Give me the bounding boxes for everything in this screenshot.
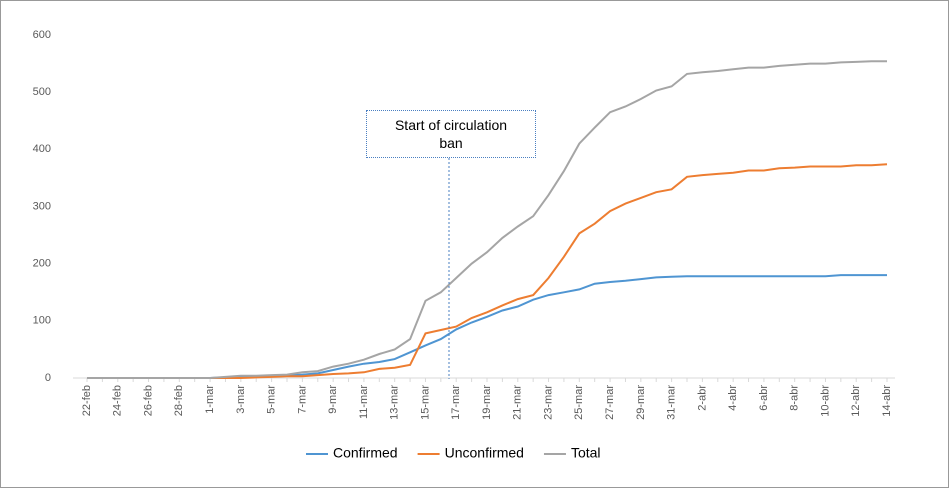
x-tick-label: 12-abr	[850, 385, 862, 417]
x-tick-label: 3-mar	[235, 385, 247, 414]
x-tick-label: 8-abr	[789, 385, 801, 411]
x-tick-label: 25-mar	[573, 385, 585, 420]
annotation: Start of circulation ban	[366, 110, 536, 158]
x-tick-label: 31-mar	[666, 385, 678, 420]
x-tick-label: 21-mar	[512, 385, 524, 420]
legend-label: Confirmed	[333, 445, 398, 461]
y-tick-label: 0	[45, 372, 51, 384]
x-tick-label: 22-feb	[81, 385, 93, 416]
x-tick-label: 17-mar	[450, 385, 462, 420]
x-tick-label: 9-mar	[327, 385, 339, 414]
x-tick-label: 5-mar	[266, 385, 278, 414]
x-tick-label: 6-abr	[758, 385, 770, 411]
y-tick-label: 400	[33, 143, 51, 155]
x-tick-label: 29-mar	[635, 385, 647, 420]
y-tick-label: 100	[33, 315, 51, 327]
legend: Confirmed Unconfirmed Total	[306, 445, 601, 461]
legend-label: Unconfirmed	[445, 445, 524, 461]
x-tick-label: 4-abr	[727, 385, 739, 411]
x-tick-label: 11-mar	[358, 385, 370, 419]
x-tick-label: 26-feb	[142, 385, 154, 416]
series-line	[87, 163, 888, 379]
y-tick-label: 600	[33, 29, 51, 41]
x-tick-label: 13-mar	[389, 385, 401, 420]
series-line	[87, 60, 887, 379]
x-tick-label: 7-mar	[296, 385, 308, 414]
x-tick-label: 10-abr	[819, 385, 831, 417]
x-tick-label: 27-mar	[604, 385, 616, 420]
x-tick-label: 15-mar	[419, 385, 431, 420]
x-tick-label: 19-mar	[481, 385, 493, 420]
legend-label: Total	[571, 445, 601, 461]
x-tick-label: 23-mar	[542, 385, 554, 420]
x-tick-label: 2-abr	[696, 385, 708, 411]
x-tick-label: 14-abr	[881, 385, 893, 417]
y-tick-label: 300	[33, 200, 51, 212]
x-tick-label: 24-feb	[112, 385, 124, 416]
x-tick-label: 1-mar	[204, 385, 216, 414]
x-tick-label: 28-feb	[173, 385, 185, 416]
series-line	[87, 274, 887, 379]
y-tick-label: 200	[33, 258, 51, 270]
y-tick-label: 500	[33, 86, 51, 98]
